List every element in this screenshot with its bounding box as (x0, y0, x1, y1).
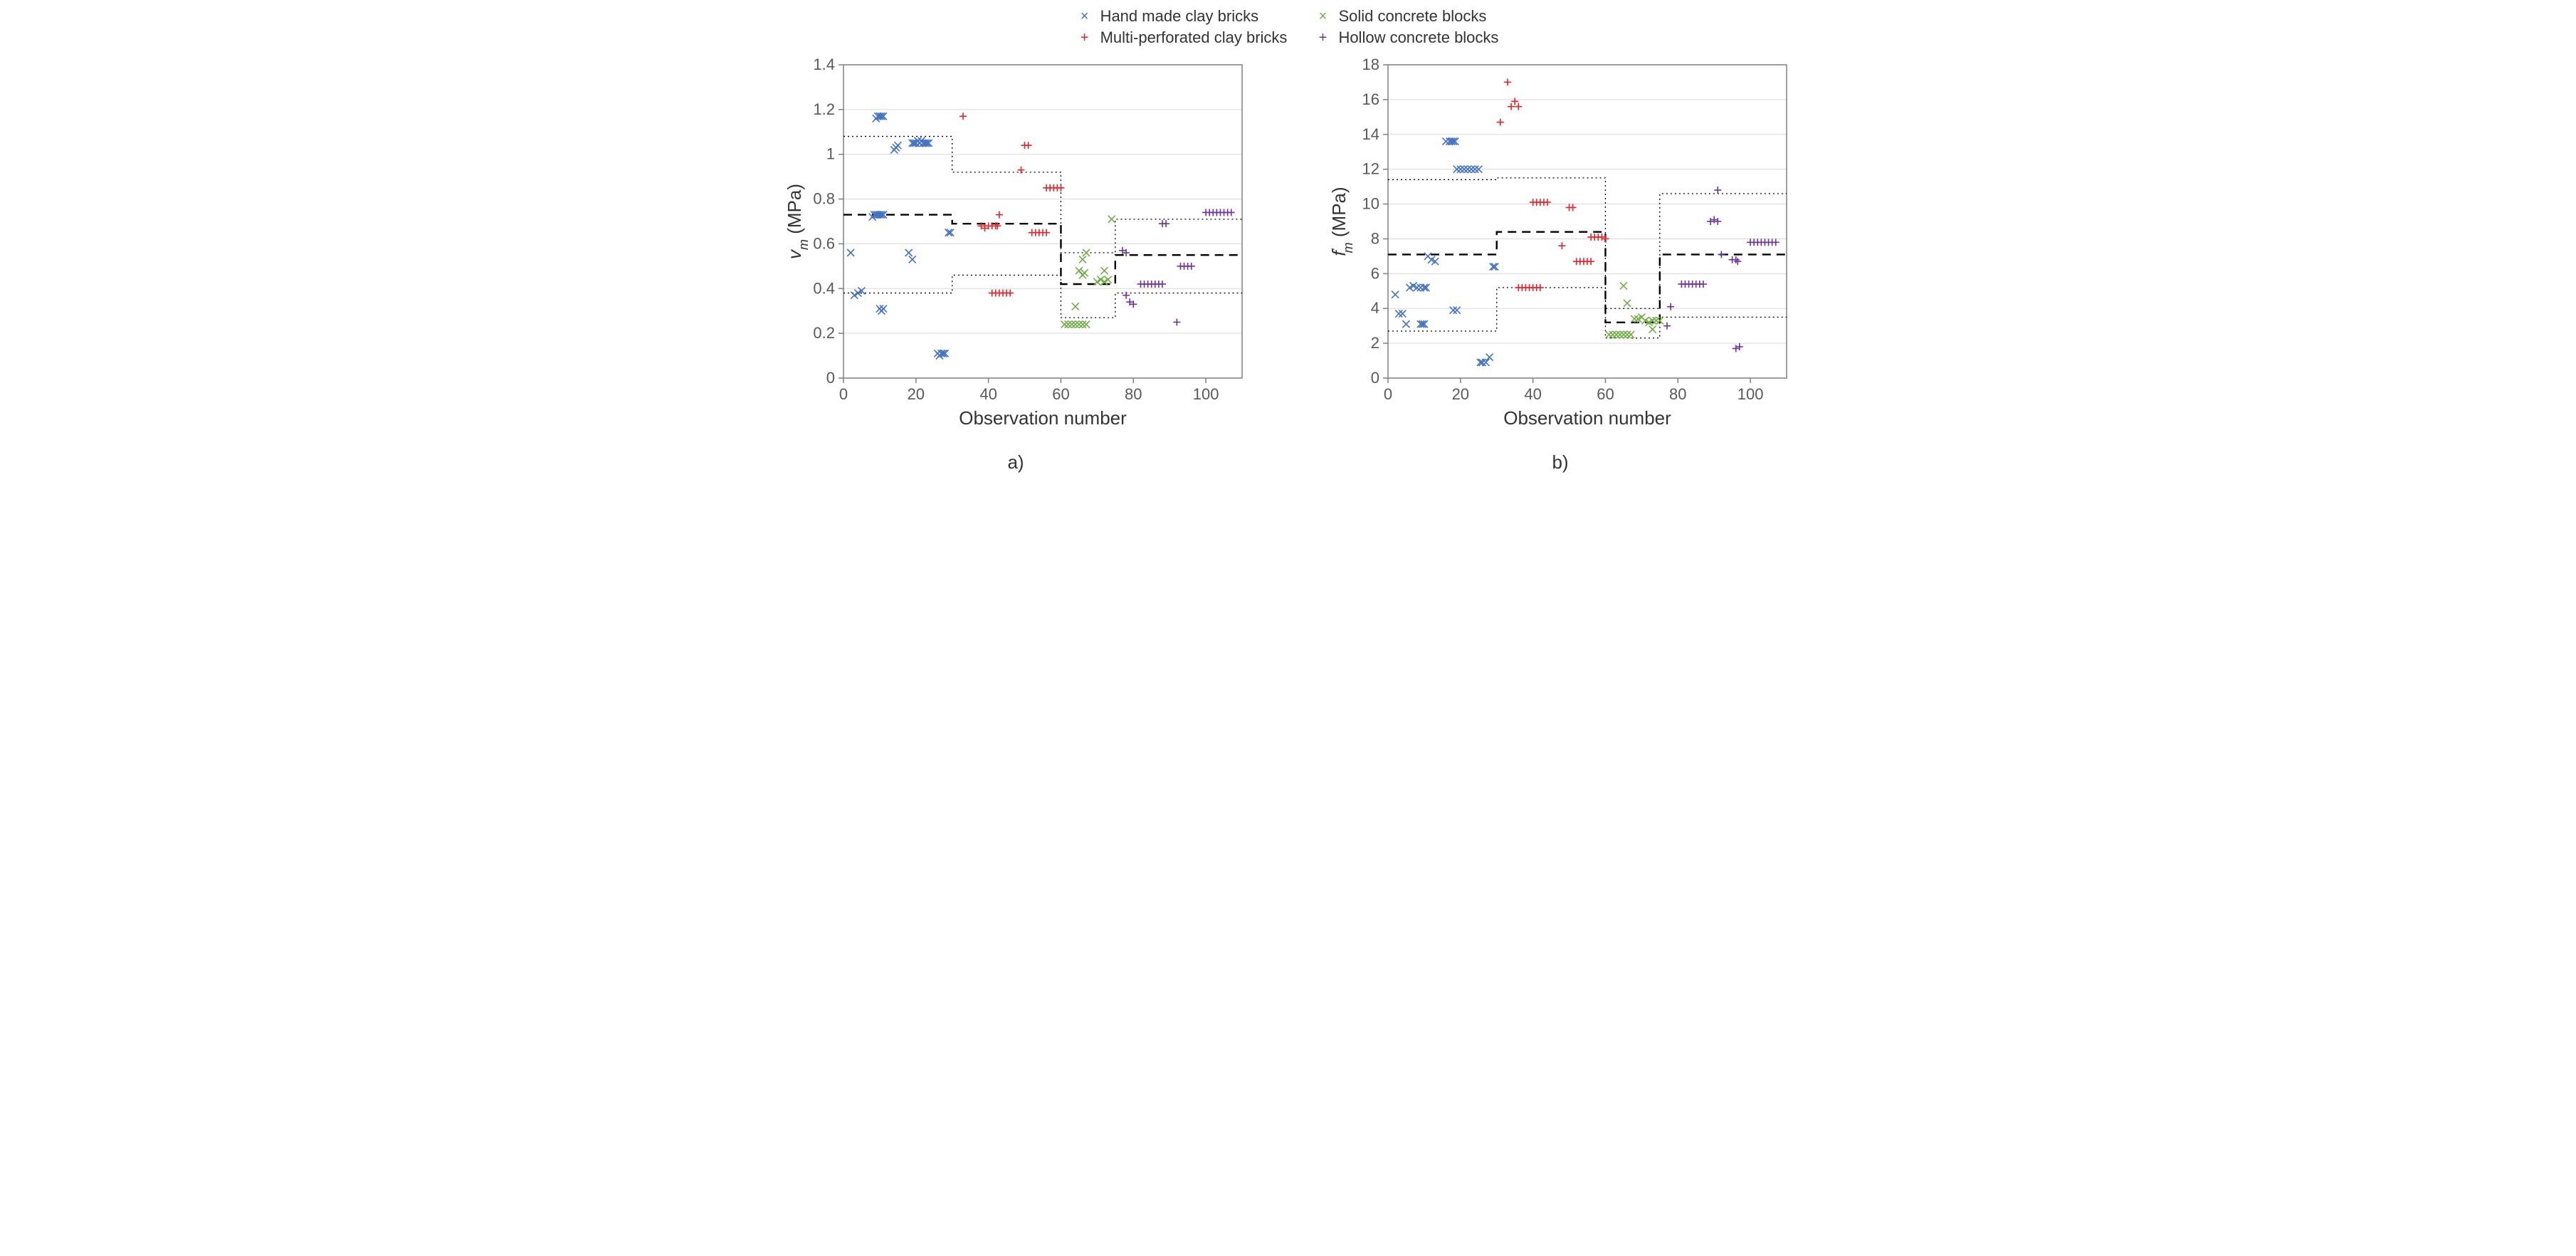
legend-label: Hollow concrete blocks (1338, 28, 1498, 47)
legend-label: Multi-perforated clay bricks (1100, 28, 1288, 47)
legend-item: + Hollow concrete blocks (1315, 28, 1498, 47)
svg-text:2: 2 (1370, 334, 1379, 352)
legend-marker-plus-icon: + (1078, 30, 1092, 46)
chart-b-container: 0 20 40 60 80 100 0 2 4 6 8 10 12 14 16 18 Observation n… (1320, 54, 1801, 473)
svg-text:Observation number: Observation number (1503, 407, 1671, 429)
chart-a: 0 20 40 60 80 100 0 0.2 0.4 0.6 0.8 1 1.2 1.4 Observat… (776, 54, 1256, 439)
legend-item: × Hand made clay bricks (1078, 7, 1288, 26)
svg-text:10: 10 (1362, 195, 1379, 213)
legend-marker-x-icon: × (1315, 9, 1330, 25)
svg-text:1: 1 (826, 145, 834, 163)
legend-item: + Multi-perforated clay bricks (1078, 28, 1288, 47)
svg-text:0: 0 (1370, 369, 1379, 387)
svg-text:8: 8 (1370, 229, 1379, 247)
svg-text:0: 0 (1383, 385, 1392, 403)
svg-text:0.2: 0.2 (813, 324, 835, 342)
chart-a-container: 0 20 40 60 80 100 0 0.2 0.4 0.6 0.8 1 1.2 1.4 Observat… (776, 54, 1256, 473)
legend-label: Hand made clay bricks (1100, 7, 1259, 26)
legend-item: × Solid concrete blocks (1315, 7, 1498, 26)
svg-text:18: 18 (1362, 56, 1379, 73)
svg-text:20: 20 (907, 385, 924, 403)
svg-text:60: 60 (1052, 385, 1069, 403)
svg-text:0.4: 0.4 (813, 279, 835, 297)
svg-text:40: 40 (1524, 385, 1541, 403)
svg-text:Observation number: Observation number (959, 407, 1127, 429)
svg-text:80: 80 (1669, 385, 1686, 403)
svg-text:16: 16 (1362, 90, 1379, 108)
svg-text:0: 0 (826, 369, 834, 387)
chart-a-caption: a) (1007, 451, 1024, 473)
svg-text:1.4: 1.4 (813, 56, 835, 73)
svg-text:40: 40 (979, 385, 997, 403)
svg-text:60: 60 (1597, 385, 1614, 403)
svg-text:100: 100 (1192, 385, 1219, 403)
svg-text:f'm (MPa): f'm (MPa) (1328, 187, 1355, 256)
svg-text:6: 6 (1370, 264, 1379, 282)
svg-text:14: 14 (1362, 125, 1379, 143)
svg-text:vm (MPa): vm (MPa) (784, 184, 811, 259)
svg-text:1.2: 1.2 (813, 100, 835, 118)
svg-text:80: 80 (1125, 385, 1142, 403)
svg-text:4: 4 (1370, 299, 1379, 317)
legend-marker-plus-icon: + (1315, 30, 1330, 46)
svg-text:12: 12 (1362, 160, 1379, 178)
legend: × Hand made clay bricks + Multi-perforat… (747, 7, 1829, 47)
legend-label: Solid concrete blocks (1338, 7, 1486, 26)
svg-text:20: 20 (1451, 385, 1468, 403)
chart-b: 0 20 40 60 80 100 0 2 4 6 8 10 12 14 16 18 Observation n… (1320, 54, 1801, 439)
svg-text:0.6: 0.6 (813, 234, 835, 252)
svg-text:100: 100 (1737, 385, 1763, 403)
chart-b-caption: b) (1552, 451, 1568, 473)
svg-text:0.8: 0.8 (813, 190, 835, 208)
svg-text:0: 0 (838, 385, 847, 403)
legend-marker-x-icon: × (1078, 9, 1092, 25)
